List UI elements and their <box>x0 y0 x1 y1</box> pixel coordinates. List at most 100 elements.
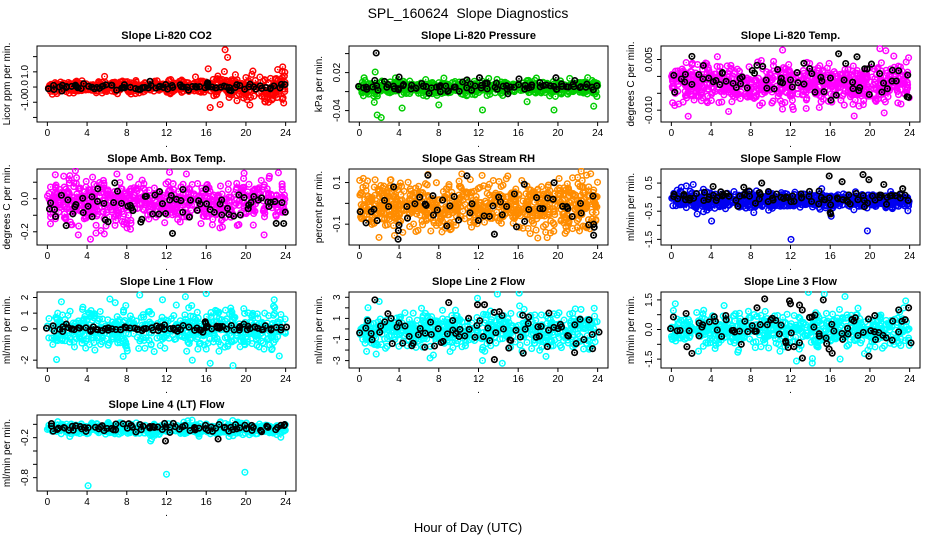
svg-text:-0.5: -0.5 <box>644 202 655 220</box>
svg-text:0: 0 <box>357 128 363 139</box>
svg-text:-0.2: -0.2 <box>20 429 31 447</box>
x-tick-labels: 0 4 8 12 16 20 24. <box>669 251 916 272</box>
x-sub-label: . <box>477 139 480 149</box>
x-sub-label: . <box>477 262 480 272</box>
svg-text:0.0: 0.0 <box>20 191 31 205</box>
panel-title: Slope Li-820 Temp. <box>741 30 840 42</box>
x-sub-label: . <box>789 262 792 272</box>
x-sub-label: . <box>165 385 168 395</box>
y-axis-label: degrees C per min. <box>626 41 637 126</box>
y-tick-labels: 1.0 0.0-1.0 <box>20 64 31 110</box>
chart-sample-flow: Slope Sample Flow ml/min per min. 0 4 8 12 16 2… <box>626 153 921 272</box>
svg-text:24: 24 <box>904 128 916 139</box>
axes <box>657 291 921 372</box>
y-tick-labels: 1.5 0.0 -1.5 <box>644 293 655 368</box>
svg-text:-1: -1 <box>332 335 343 344</box>
svg-text:16: 16 <box>201 497 213 508</box>
axes <box>33 414 297 495</box>
svg-text:20: 20 <box>552 251 564 262</box>
overlay-points <box>667 295 915 362</box>
chart-line4-lt-flow: Slope Line 4 (LT) Flow ml/min per min. 0 4 8… <box>2 399 297 518</box>
svg-text:20: 20 <box>240 374 252 385</box>
svg-text:4: 4 <box>708 374 714 385</box>
axes <box>657 168 921 249</box>
y-axis-label: ml/min per min. <box>2 419 13 487</box>
svg-text:1.5: 1.5 <box>644 293 655 307</box>
x-tick-labels: 0 4 8 12 16 20 24. <box>45 251 292 272</box>
svg-text:0.0: 0.0 <box>644 322 655 336</box>
x-tick-labels: 0 4 8 12 16 20 24. <box>45 374 292 395</box>
svg-text:0: 0 <box>45 497 51 508</box>
svg-text:20: 20 <box>552 128 564 139</box>
svg-text:16: 16 <box>825 128 837 139</box>
svg-text:0.02: 0.02 <box>332 62 343 82</box>
svg-text:8: 8 <box>436 128 442 139</box>
panel-li820-co2: Slope Li-820 CO2 Licor ppm per min. 0 4 8 12 1… <box>0 26 312 149</box>
svg-text:12: 12 <box>161 251 173 262</box>
svg-text:12: 12 <box>161 128 173 139</box>
chart-line3-flow: Slope Line 3 Flow ml/min per min. 0 4 8 12 16 2… <box>626 276 921 395</box>
svg-text:12: 12 <box>161 497 173 508</box>
axes <box>345 168 609 249</box>
svg-text:16: 16 <box>513 128 525 139</box>
axes <box>33 168 297 249</box>
svg-text:1: 1 <box>20 310 31 316</box>
overlay-points <box>45 179 289 237</box>
svg-text:20: 20 <box>240 497 252 508</box>
y-axis-label: Licor ppm per min. <box>2 43 13 126</box>
svg-text:24: 24 <box>280 128 292 139</box>
svg-text:20: 20 <box>864 128 876 139</box>
svg-text:-2: -2 <box>20 355 31 364</box>
y-tick-labels: 0.02 -0.04 <box>332 62 343 122</box>
svg-text:4: 4 <box>84 128 90 139</box>
svg-text:16: 16 <box>201 128 213 139</box>
svg-text:0.1: 0.1 <box>332 175 343 189</box>
svg-text:-1.0: -1.0 <box>20 93 31 111</box>
svg-text:0: 0 <box>45 251 51 262</box>
x-tick-labels: 0 4 8 12 16 20 24. <box>357 128 604 149</box>
panel-line1-flow: Slope Line 1 Flow ml/min per min. 0 4 8 12 16 2… <box>0 272 312 395</box>
y-tick-labels: -0.2 -0.8 <box>20 429 31 487</box>
svg-text:16: 16 <box>201 251 213 262</box>
svg-text:4: 4 <box>84 251 90 262</box>
chart-line2-flow: Slope Line 2 Flow ml/min per min. 0 4 8 12 16 2… <box>314 276 609 395</box>
y-axis-label: degrees C per min. <box>2 164 13 249</box>
svg-text:8: 8 <box>748 374 754 385</box>
svg-text:24: 24 <box>904 251 916 262</box>
svg-text:16: 16 <box>825 251 837 262</box>
axes <box>345 45 609 126</box>
svg-text:20: 20 <box>240 128 252 139</box>
svg-text:0: 0 <box>45 128 51 139</box>
x-tick-labels: 0 4 8 12 16 20 24. <box>45 497 292 518</box>
axes <box>657 45 921 126</box>
svg-text:16: 16 <box>825 374 837 385</box>
y-axis-label: ml/min per min. <box>314 296 325 364</box>
svg-text:-1.5: -1.5 <box>644 350 655 368</box>
svg-text:20: 20 <box>552 374 564 385</box>
svg-text:8: 8 <box>436 251 442 262</box>
svg-text:-0.010: -0.010 <box>644 96 655 125</box>
svg-text:20: 20 <box>864 374 876 385</box>
chart-li820-temp: Slope Li-820 Temp. degrees C per min. 0 4 8 1… <box>626 30 921 149</box>
panel-title: Slope Li-820 CO2 <box>121 30 211 42</box>
chart-li820-pressure: Slope Li-820 Pressure kPa per min. 0 4 8 12 16… <box>314 30 609 149</box>
panel-amb-box-temp: Slope Amb. Box Temp. degrees C per min. 0 4… <box>0 149 312 272</box>
x-sub-label: . <box>165 139 168 149</box>
overlay-points <box>356 171 598 243</box>
svg-text:0: 0 <box>669 251 675 262</box>
panel-li820-pressure: Slope Li-820 Pressure kPa per min. 0 4 8 12 16… <box>312 26 624 149</box>
svg-text:12: 12 <box>785 128 797 139</box>
panel-line2-flow: Slope Line 2 Flow ml/min per min. 0 4 8 12 16 2… <box>312 272 624 395</box>
svg-text:4: 4 <box>84 497 90 508</box>
svg-text:8: 8 <box>748 128 754 139</box>
x-tick-labels: 0 4 8 12 16 20 24. <box>357 374 604 395</box>
svg-text:12: 12 <box>473 128 485 139</box>
svg-text:4: 4 <box>396 251 402 262</box>
panel-title: Slope Gas Stream RH <box>422 153 535 165</box>
page-title: SPL_160624 Slope Diagnostics <box>367 5 569 21</box>
x-tick-labels: 0 4 8 12 16 20 24. <box>357 251 604 272</box>
svg-text:0.0: 0.0 <box>20 80 31 94</box>
overlay-points <box>47 419 289 445</box>
plot-grid: Slope Li-820 CO2 Licor ppm per min. 0 4 8 12 1… <box>0 26 936 518</box>
